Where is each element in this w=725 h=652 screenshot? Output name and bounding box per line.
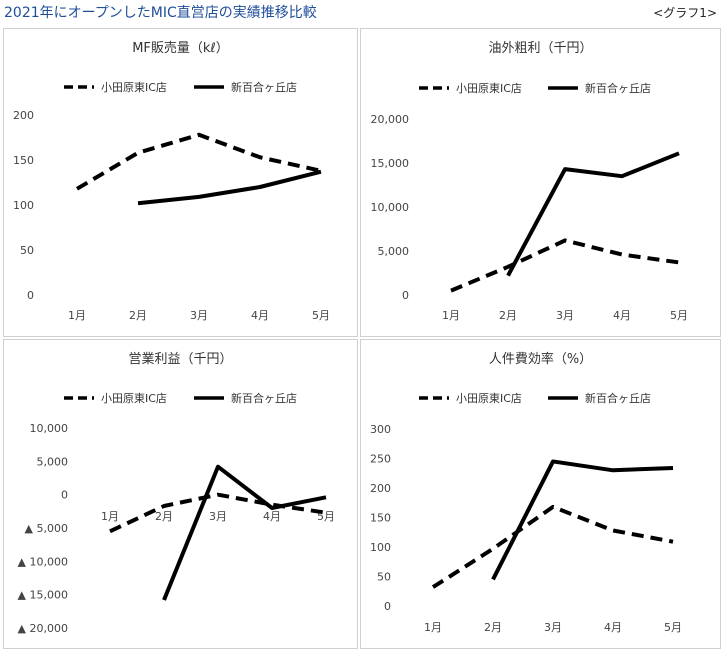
chart-svg: 油外粗利（千円） 小田原東IC店 新百合ヶ丘店 0 5,000 10,000 15,000 2… — [371, 41, 689, 322]
chart-svg: 人件費効率（%） 小田原東IC店 新百合ヶ丘店 0 50 100 150 200 250 300 1… — [370, 351, 682, 634]
series-line-odawara-higashi-ic — [450, 238, 680, 293]
chart-title: 営業利益（千円） — [128, 351, 232, 367]
y-tick-label: 150 — [370, 512, 391, 525]
series-line-shinyurigaoka — [162, 464, 327, 601]
x-tick-label: 2月 — [499, 309, 517, 322]
x-tick-label: 4月 — [604, 621, 622, 634]
legend-label: 小田原東IC店 — [456, 81, 522, 95]
chart-svg: 営業利益（千円） 小田原東IC店 新百合ヶ丘店 10,000 5,000 0 ▲ 5,000… — [18, 351, 335, 635]
y-tick-label: 0 — [402, 289, 409, 302]
y-tick-label: 100 — [370, 541, 391, 554]
y-tick-label: ▲ 10,000 — [18, 555, 68, 568]
chart-panel-mf-sales: MF販売量（kℓ） 小田原東IC店 新百合ヶ丘店 0 50 100 150 200 1月 2月 3月… — [3, 28, 358, 337]
y-tick-label: 15,000 — [371, 157, 410, 170]
x-tick-label: 2月 — [484, 621, 502, 634]
x-tick-label: 2月 — [129, 309, 147, 322]
x-tick-label: 3月 — [556, 309, 574, 322]
chart-panel-non-fuel-gross-profit: 油外粗利（千円） 小田原東IC店 新百合ヶ丘店 0 5,000 10,000 15,000 2… — [360, 28, 721, 337]
x-tick-label: 5月 — [670, 309, 688, 322]
series-line-odawara-higashi-ic — [431, 504, 674, 589]
y-tick-label: 20,000 — [371, 113, 410, 126]
chart-title: MF販売量（kℓ） — [132, 40, 229, 56]
legend-label: 新百合ヶ丘店 — [585, 81, 651, 95]
y-tick-label: 10,000 — [371, 201, 410, 214]
chart-title: 油外粗利（千円） — [488, 41, 592, 56]
y-tick-label: ▲ 5,000 — [25, 522, 68, 535]
y-tick-label: ▲ 15,000 — [18, 589, 68, 602]
series-line-odawara-higashi-ic — [109, 492, 327, 534]
x-tick-label: 5月 — [312, 309, 330, 322]
y-tick-label: 300 — [370, 423, 391, 436]
x-tick-label: 1月 — [68, 309, 86, 322]
x-tick-label: 3月 — [190, 309, 208, 322]
legend-label: 小田原東IC店 — [101, 391, 167, 405]
page-title: 2021年にオープンしたMIC直営店の実績推移比較 — [4, 5, 317, 21]
legend-label: 新百合ヶ丘店 — [231, 391, 297, 405]
x-tick-label: 3月 — [209, 510, 227, 523]
y-tick-label: 0 — [27, 289, 34, 302]
x-tick-label: 4月 — [613, 309, 631, 322]
legend-label: 小田原東IC店 — [456, 391, 522, 405]
x-tick-label: 1月 — [424, 621, 442, 634]
legend-label: 小田原東IC店 — [101, 80, 167, 94]
y-tick-label: 50 — [377, 571, 391, 584]
chart-panel-labor-cost-efficiency: 人件費効率（%） 小田原東IC店 新百合ヶ丘店 0 50 100 150 200 250 300 1… — [360, 339, 721, 649]
graph-label: <グラフ1> — [653, 6, 717, 20]
series-line-odawara-higashi-ic — [75, 132, 322, 191]
y-tick-label: 0 — [61, 489, 68, 502]
x-tick-label: 4月 — [251, 309, 269, 322]
series-line-shinyurigaoka — [491, 459, 674, 581]
x-tick-label: 4月 — [263, 510, 281, 523]
y-tick-label: ▲ 20,000 — [18, 622, 68, 635]
series-line-shinyurigaoka — [137, 169, 322, 206]
chart-panel-operating-profit: 営業利益（千円） 小田原東IC店 新百合ヶ丘店 10,000 5,000 0 ▲ 5,000… — [3, 339, 358, 649]
y-tick-label: 0 — [384, 600, 391, 613]
legend-label: 新百合ヶ丘店 — [585, 391, 651, 405]
legend-label: 新百合ヶ丘店 — [231, 80, 297, 94]
y-tick-label: 250 — [370, 453, 391, 466]
y-tick-label: 10,000 — [30, 422, 69, 435]
x-tick-label: 5月 — [664, 621, 682, 634]
y-tick-label: 150 — [13, 154, 34, 167]
y-tick-label: 50 — [20, 244, 34, 257]
chart-title: 人件費効率（%） — [489, 351, 592, 367]
x-tick-label: 1月 — [442, 309, 460, 322]
y-tick-label: 100 — [13, 199, 34, 212]
y-tick-label: 5,000 — [37, 455, 69, 468]
y-tick-label: 5,000 — [378, 245, 410, 258]
chart-svg: MF販売量（kℓ） 小田原東IC店 新百合ヶ丘店 0 50 100 150 200 1月 2月 3月… — [13, 40, 330, 322]
series-line-shinyurigaoka — [506, 151, 680, 277]
y-tick-label: 200 — [13, 109, 34, 122]
y-tick-label: 200 — [370, 482, 391, 495]
x-tick-label: 2月 — [155, 510, 173, 523]
x-tick-label: 3月 — [544, 621, 562, 634]
x-tick-label: 1月 — [101, 510, 119, 523]
